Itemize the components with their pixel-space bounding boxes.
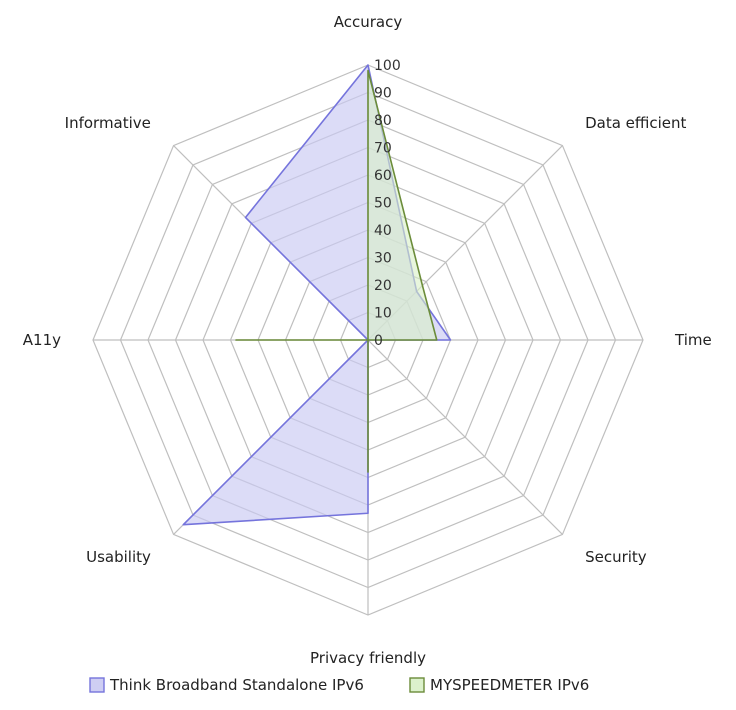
- tick-label: 40: [374, 223, 392, 239]
- legend-swatch: [90, 678, 104, 692]
- radar-chart: 0 10 20 30 40 50 60 70 80 90 100 Accuracy Data effic…: [0, 0, 736, 710]
- tick-label: 10: [374, 306, 392, 322]
- legend: Think Broadband Standalone IPv6 MYSPEEDME…: [90, 676, 589, 694]
- tick-label: 70: [374, 141, 392, 157]
- axis-label: Informative: [65, 114, 151, 132]
- axis-label: Security: [585, 548, 647, 566]
- tick-label: 50: [374, 196, 392, 212]
- axis-label: Data efficient: [585, 114, 686, 132]
- tick-label: 80: [374, 113, 392, 129]
- axis-label: Accuracy: [334, 13, 403, 31]
- axis-label: Time: [674, 331, 712, 349]
- tick-label: 100: [374, 58, 401, 74]
- tick-label: 30: [374, 251, 392, 267]
- tick-label: 20: [374, 278, 392, 294]
- axis-label: Privacy friendly: [310, 649, 426, 667]
- tick-label: 60: [374, 168, 392, 184]
- axis-label: Usability: [86, 548, 151, 566]
- tick-label: 90: [374, 86, 392, 102]
- legend-swatch: [410, 678, 424, 692]
- legend-label: MYSPEEDMETER IPv6: [430, 676, 589, 694]
- tick-label: 0: [374, 333, 383, 349]
- legend-label: Think Broadband Standalone IPv6: [109, 676, 364, 694]
- axis-label: A11y: [23, 331, 61, 349]
